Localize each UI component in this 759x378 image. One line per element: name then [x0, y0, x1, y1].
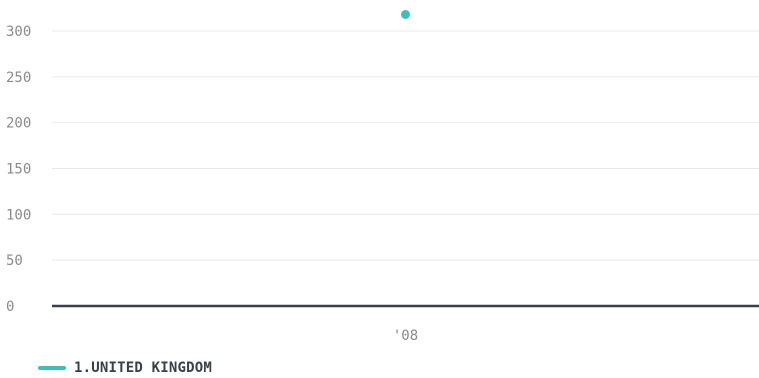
- y-tick-label: 300: [6, 24, 31, 40]
- legend-label-series-1: 1.UNITED KINGDOM: [74, 360, 213, 376]
- legend[interactable]: 1.UNITED KINGDOM: [38, 358, 212, 378]
- y-tick-label: 250: [6, 70, 31, 86]
- y-tick-label: 200: [6, 116, 31, 132]
- y-tick-label: 50: [6, 253, 23, 269]
- y-tick-label: 0: [6, 299, 14, 315]
- y-grid-lines: [52, 30, 759, 261]
- y-axis-tick-labels: 0 50 100 150 200 250 300: [6, 24, 31, 315]
- data-point[interactable]: [401, 10, 410, 19]
- data-points: [401, 10, 410, 19]
- legend-swatch: [38, 366, 66, 370]
- x-axis-tick-labels: '08: [393, 328, 418, 344]
- y-tick-label: 150: [6, 162, 31, 178]
- y-tick-label: 100: [6, 207, 31, 223]
- x-tick-label: '08: [393, 328, 418, 344]
